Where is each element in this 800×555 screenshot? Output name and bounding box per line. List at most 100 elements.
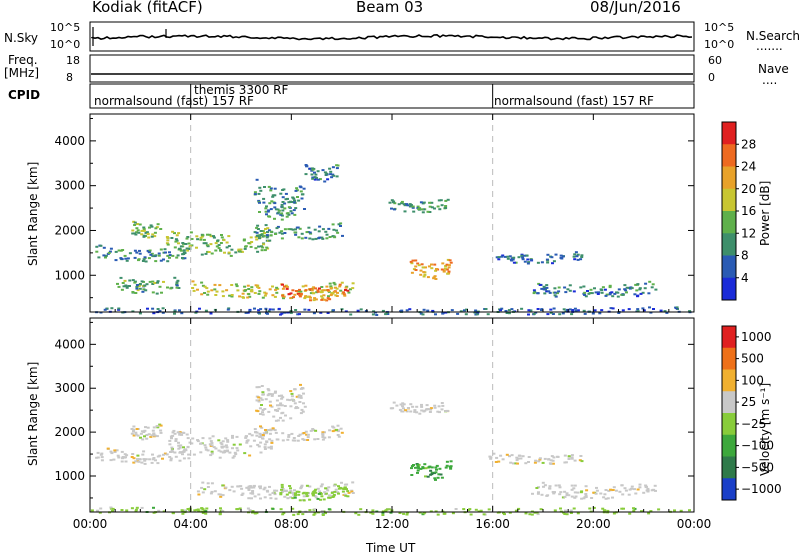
velocity-cell: [181, 512, 185, 515]
velocity-cell: [130, 432, 134, 435]
power-cell: [215, 245, 219, 248]
power-cell: [179, 249, 183, 252]
power-cell: [584, 295, 588, 298]
velocity-cell: [524, 462, 528, 465]
power-cell: [400, 200, 404, 203]
velocity-cell: [117, 456, 121, 459]
power-cell: [248, 309, 252, 312]
velocity-cell: [265, 489, 269, 492]
velocity-cell: [113, 451, 117, 453]
velocity-cell: [174, 455, 178, 458]
power-cell: [563, 286, 567, 289]
power-cell: [503, 255, 507, 258]
power-colorbar-swatch: [722, 211, 736, 234]
velocity-cell: [402, 512, 406, 515]
velocity-cell: [606, 509, 610, 512]
power-cell: [351, 287, 355, 290]
power-cell: [556, 292, 559, 295]
velocity-cell: [204, 446, 208, 449]
power-cell: [162, 280, 165, 283]
velocity-cell: [398, 408, 402, 411]
power-cell: [616, 295, 620, 298]
power-cell: [331, 292, 334, 295]
power-cell: [484, 308, 488, 310]
power-cell: [258, 201, 261, 204]
velocity-cell: [279, 493, 283, 496]
power-cell: [422, 201, 426, 204]
velocity-cell: [231, 434, 234, 437]
velocity-cell: [263, 448, 267, 450]
power-cell: [144, 289, 148, 292]
velocity-cell: [268, 493, 272, 496]
power-cell: [253, 307, 256, 310]
power-cell: [201, 234, 205, 237]
power-cell: [298, 293, 302, 296]
power-cell: [135, 251, 139, 254]
power-cell: [243, 285, 247, 288]
velocity-cell: [551, 462, 555, 465]
power-cell: [430, 267, 434, 270]
velocity-cell: [351, 481, 355, 484]
power-cell: [138, 312, 142, 315]
power-cell: [437, 199, 441, 202]
power-cell: [342, 293, 346, 296]
power-cell: [448, 259, 452, 262]
power-cell: [375, 314, 379, 316]
power-cell: [196, 288, 199, 291]
power-cell: [156, 308, 160, 310]
velocity-cell: [260, 404, 263, 406]
power-cell: [643, 287, 647, 290]
velocity-cell: [279, 491, 283, 494]
velocity-cell: [327, 436, 331, 439]
velocity-cell: [130, 456, 134, 458]
velocity-cell: [262, 488, 266, 491]
velocity-cell: [338, 486, 342, 489]
velocity-cell: [269, 447, 273, 450]
velocity-cell: [329, 494, 333, 497]
velocity-cell: [298, 433, 302, 436]
velocity-cell: [145, 437, 149, 440]
power-cell: [323, 298, 327, 301]
power-cell: [153, 282, 157, 284]
power-colorbar-tick-label: 24: [741, 160, 756, 174]
velocity-cell: [424, 475, 427, 478]
power-cell: [317, 230, 321, 233]
power-cell: [177, 232, 181, 235]
velocity-cell: [301, 387, 305, 390]
power-cell: [256, 284, 260, 287]
velocity-cell: [451, 512, 455, 515]
velocity-cell: [314, 496, 318, 499]
velocity-cell: [602, 509, 606, 512]
velocity-cell: [646, 489, 650, 492]
power-cell: [312, 312, 316, 315]
power-cell: [280, 230, 284, 233]
velocity-cell: [317, 492, 321, 495]
power-cell: [262, 201, 266, 204]
power-cell: [433, 263, 437, 266]
power-cell: [688, 310, 692, 313]
power-cell: [311, 176, 315, 179]
power-cell: [613, 292, 617, 295]
velocity-cell: [217, 439, 221, 442]
power-cell: [99, 244, 103, 247]
velocity-cell: [247, 497, 251, 500]
velocity-cell: [527, 456, 531, 458]
velocity-cell: [573, 484, 577, 487]
power-cell: [128, 285, 131, 287]
power-cell: [234, 251, 238, 254]
velocity-cell: [181, 453, 184, 456]
power-cell: [133, 249, 137, 252]
velocity-colorbar-tick-label: 500: [741, 352, 764, 366]
power-cell: [495, 256, 499, 259]
power-cell: [192, 289, 196, 292]
power-plot-area: [90, 114, 694, 312]
velocity-cell: [564, 461, 568, 464]
velocity-cell: [582, 497, 586, 500]
velocity-cell: [298, 499, 302, 502]
velocity-cell: [235, 435, 239, 438]
power-cell: [611, 307, 615, 310]
power-cell: [532, 313, 536, 315]
velocity-cell: [145, 434, 149, 436]
power-cell: [144, 260, 148, 263]
velocity-cell: [543, 457, 547, 460]
